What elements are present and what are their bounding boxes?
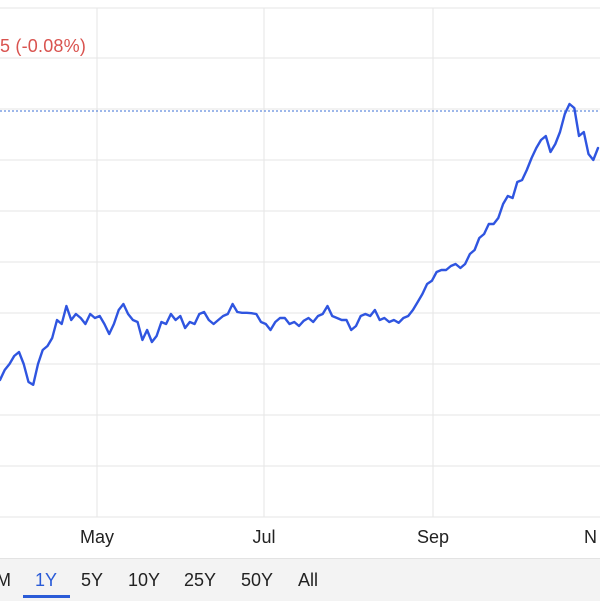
- price-series-line[interactable]: [0, 102, 600, 386]
- range-button-all[interactable]: All: [298, 570, 319, 590]
- line-chart[interactable]: May Jul Sep N: [0, 0, 600, 560]
- range-button-10y[interactable]: 10Y: [128, 570, 161, 590]
- x-tick-label: May: [80, 527, 114, 547]
- x-tick-label: Sep: [417, 527, 449, 547]
- time-range-selector: M 1Y 5Y 10Y 25Y 50Y All: [0, 558, 600, 601]
- range-button-m[interactable]: M: [0, 570, 11, 590]
- range-button-1y[interactable]: 1Y: [35, 570, 58, 590]
- active-range-underline: [23, 595, 70, 598]
- chart-area[interactable]: May Jul Sep N 5 (-0.08%): [0, 0, 600, 560]
- x-tick-label: Jul: [252, 527, 275, 547]
- range-button-5y[interactable]: 5Y: [81, 570, 104, 590]
- range-button-25y[interactable]: 25Y: [184, 570, 217, 590]
- range-button-50y[interactable]: 50Y: [241, 570, 274, 590]
- price-change-text: 5 (-0.08%): [0, 36, 87, 56]
- x-tick-label: N: [584, 527, 597, 547]
